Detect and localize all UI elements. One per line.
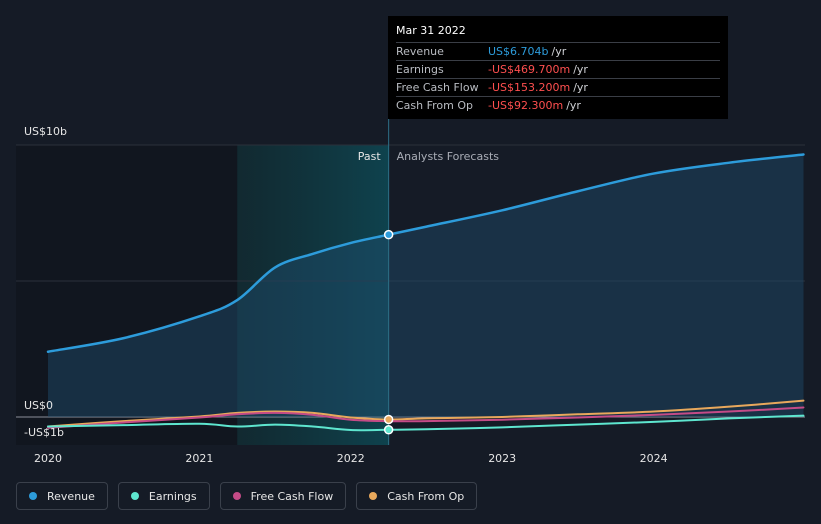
series-line-cash-from-op: [47, 399, 805, 428]
x-tick-label: 2023: [488, 452, 516, 465]
y-tick-label: US$0: [24, 399, 53, 412]
legend-label: Revenue: [47, 489, 95, 503]
tooltip-label: Earnings: [396, 63, 444, 76]
tooltip-suffix: /yr: [573, 63, 588, 76]
y-tick-label: US$10b: [24, 125, 67, 138]
gridlines: [16, 144, 805, 418]
y-axis-labels: US$10b US$0 -US$1b: [24, 125, 67, 439]
tooltip-value: -US$469.700m: [488, 63, 571, 76]
revenue-area-fill: [48, 154, 804, 417]
legend-item-cash-from-op[interactable]: Cash From Op: [356, 482, 478, 510]
y-tick-label: -US$1b: [24, 426, 64, 439]
tooltip-suffix: /yr: [573, 81, 588, 94]
marker-earnings: [383, 425, 394, 435]
x-tick-label: 2020: [34, 452, 62, 465]
x-tick-label: 2021: [185, 452, 213, 465]
tooltip-row-cash-from-op: Cash From Op -US$92.300m /yr: [396, 96, 720, 114]
tooltip-row-free-cash-flow: Free Cash Flow -US$153.200m /yr: [396, 78, 720, 96]
legend-dot-icon: [130, 492, 139, 500]
marker-cash-from-op: [383, 414, 394, 425]
past-region-highlight: [237, 145, 389, 445]
tooltip-label: Cash From Op: [396, 99, 474, 112]
legend-dot-icon: [29, 492, 37, 500]
revenue-area: [48, 154, 804, 417]
legend-item-free-cash-flow[interactable]: Free Cash Flow: [219, 482, 347, 510]
legend-label: Cash From Op: [387, 489, 465, 503]
marker-revenue: [383, 229, 394, 240]
tooltip-label: Revenue: [396, 45, 444, 58]
tooltip-row-revenue: Revenue US$6.704b /yr: [396, 42, 720, 60]
legend-item-revenue[interactable]: Revenue: [16, 482, 108, 510]
tooltip-row-earnings: Earnings -US$469.700m /yr: [396, 60, 720, 78]
legend-label: Earnings: [148, 489, 197, 503]
tooltip: Mar 31 2022 Revenue US$6.704b /yr Earnin…: [388, 16, 728, 119]
legend-item-earnings[interactable]: Earnings: [117, 482, 210, 510]
series-line-free-cash-flow: [47, 406, 805, 429]
series-line-revenue: [46, 153, 805, 353]
series-line-earnings: [47, 414, 805, 432]
tooltip-suffix: /yr: [566, 99, 581, 112]
tooltip-value: US$6.704b: [488, 45, 549, 58]
hover-markers: [383, 229, 394, 435]
tooltip-value: -US$92.300m: [488, 99, 564, 112]
tooltip-date: Mar 31 2022: [396, 24, 466, 37]
tooltip-label: Free Cash Flow: [396, 81, 479, 94]
legend-dot-icon: [369, 492, 378, 500]
series-lines: [46, 153, 805, 432]
past-label: Past: [358, 150, 382, 163]
legend-label: Free Cash Flow: [250, 489, 334, 503]
legend: Revenue Earnings Free Cash Flow Cash Fro…: [16, 482, 478, 510]
tooltip-suffix: /yr: [551, 45, 567, 58]
forecast-label: Analysts Forecasts: [397, 150, 500, 163]
legend-dot-icon: [232, 492, 241, 500]
x-axis-labels: 2020 2021 2022 2023 2024: [34, 452, 668, 465]
x-tick-label: 2022: [337, 452, 365, 465]
x-tick-label: 2024: [640, 452, 668, 465]
tooltip-value: -US$153.200m: [488, 81, 571, 94]
